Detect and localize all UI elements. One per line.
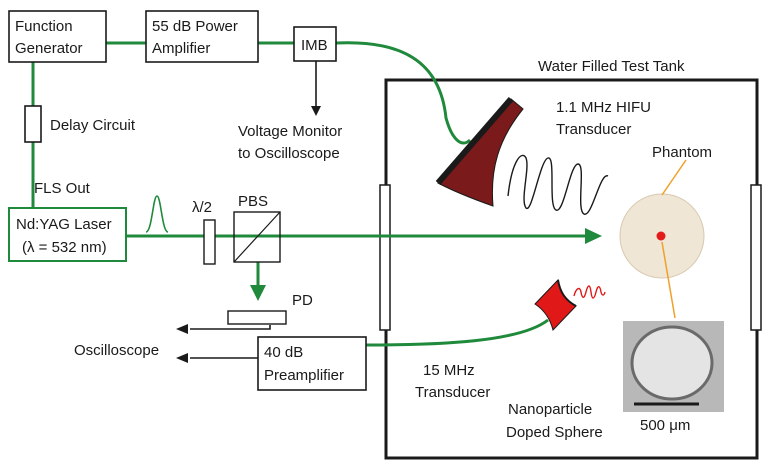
- oscilloscope-label: Oscilloscope: [74, 342, 159, 359]
- voltage-monitor-label-1: Voltage Monitor: [238, 123, 342, 140]
- function-generator-box: [8, 10, 107, 63]
- preamplifier-label-2: Preamplifier: [264, 367, 344, 384]
- tank-window-right: [750, 184, 762, 331]
- sphere-label-2: Doped Sphere: [506, 424, 603, 441]
- phantom-label: Phantom: [652, 144, 712, 161]
- laser-label-1: Nd:YAG Laser: [16, 216, 112, 233]
- laser-label-2: (λ = 532 nm): [22, 239, 107, 256]
- delay-circuit-box: [24, 105, 42, 143]
- photodiode: [227, 310, 287, 325]
- laser-box: [8, 207, 127, 262]
- imb-box: [293, 26, 337, 62]
- pbs-diagonal: [233, 211, 281, 263]
- probe-label-2: Transducer: [415, 384, 490, 401]
- function-generator-label-2: Generator: [15, 40, 83, 57]
- hifu-label-1: 1.1 MHz HIFU: [556, 99, 651, 116]
- scale-bar-label: 500 μm: [640, 417, 690, 434]
- probe-transducer: [534, 278, 577, 331]
- preamplifier-box: [257, 336, 367, 391]
- sphere-pointer: [661, 241, 676, 319]
- imb-label: IMB: [301, 37, 328, 54]
- hifu-label-2: Transducer: [556, 121, 631, 138]
- probe-wave: [573, 285, 606, 299]
- function-generator-label-1: Function: [15, 18, 73, 35]
- probe-face: [557, 279, 577, 307]
- half-wave-plate: [203, 219, 216, 265]
- pd-label: PD: [292, 292, 313, 309]
- tank-title: Water Filled Test Tank: [538, 58, 685, 75]
- phantom-pointer: [661, 159, 687, 196]
- phantom-target-dot: [656, 231, 666, 241]
- voltage-monitor-label-2: to Oscilloscope: [238, 145, 340, 162]
- preamplifier-label-1: 40 dB: [264, 344, 303, 361]
- pd-osc-line: [190, 325, 271, 330]
- pbs-down-arrowhead: [250, 285, 266, 301]
- hifu-wave: [507, 154, 609, 215]
- imb-monitor-arrowhead: [311, 106, 321, 116]
- pd-osc-arrowhead: [176, 324, 188, 334]
- pbs-label: PBS: [238, 193, 268, 210]
- imb-to-hifu-cable: [335, 41, 472, 145]
- hifu-transducer-face: [435, 97, 514, 185]
- laser-beam-arrowhead: [585, 228, 602, 244]
- tank-window-left: [379, 184, 391, 331]
- micrograph-sphere: [630, 325, 714, 401]
- delay-circuit-label: Delay Circuit: [50, 117, 136, 134]
- preamp-osc-arrowhead: [176, 353, 188, 363]
- power-amplifier-box: [145, 10, 259, 63]
- probe-label-1: 15 MHz: [423, 362, 475, 379]
- hifu-transducer-body: [437, 98, 524, 207]
- laser-pulse-icon: [145, 195, 169, 233]
- sphere-label-1: Nanoparticle: [508, 401, 592, 418]
- half-wave-label: λ/2: [192, 199, 212, 216]
- power-amplifier-label-1: 55 dB Power: [152, 18, 238, 35]
- power-amplifier-label-2: Amplifier: [152, 40, 210, 57]
- fls-out-label: FLS Out: [34, 180, 91, 197]
- probe-cable: [365, 318, 549, 347]
- pbs-cube: [233, 211, 281, 263]
